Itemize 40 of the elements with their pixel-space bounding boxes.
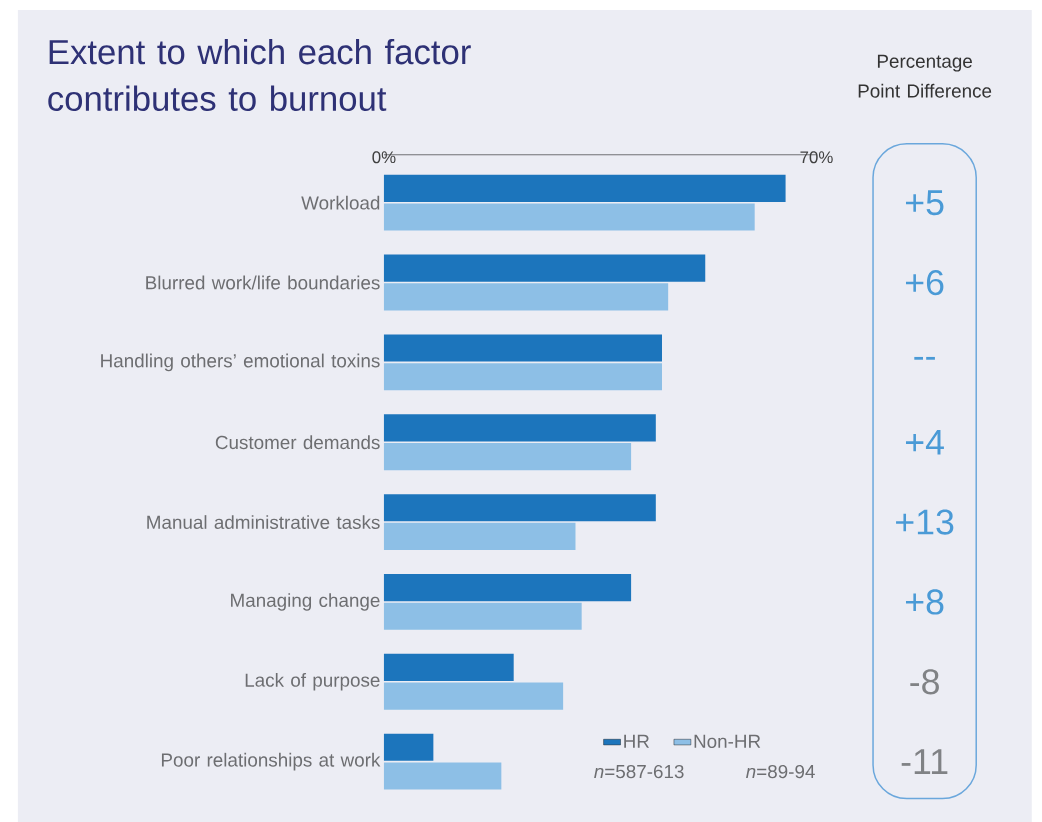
annotation: n=587-613 <box>594 764 684 779</box>
bar <box>383 573 632 601</box>
bar <box>383 682 564 710</box>
y-tick-label: Customer demands <box>215 435 380 449</box>
text: -- <box>914 356 935 360</box>
x-tick-label: 0% <box>372 151 396 163</box>
text: -8 <box>910 668 939 695</box>
text: +13 <box>896 509 954 535</box>
y-tick-label: Poor relationships at work <box>161 752 381 771</box>
bar <box>383 362 662 391</box>
annotation: n=89-94 <box>746 764 815 779</box>
bar <box>383 414 656 442</box>
bar <box>383 254 706 282</box>
bar <box>383 653 514 681</box>
bar <box>383 493 656 522</box>
text: Percentage Point Difference <box>858 54 992 98</box>
bar <box>383 762 502 790</box>
legend-label: HR <box>624 734 650 748</box>
bar <box>383 442 632 470</box>
bar <box>383 602 582 630</box>
text: -11 <box>901 749 948 774</box>
bar <box>383 174 786 202</box>
legend-label: Non-HR <box>694 734 761 748</box>
text: +6 <box>905 269 944 295</box>
bar <box>383 522 576 550</box>
y-tick-label: Workload <box>301 195 380 210</box>
bar <box>383 334 662 362</box>
y-tick-label: Manual administrative tasks <box>147 514 380 529</box>
bar <box>383 733 434 761</box>
y-tick-label: Handling others’ emotional toxins <box>101 353 380 371</box>
text: +8 <box>905 589 944 615</box>
text: +4 <box>905 429 944 455</box>
text: +5 <box>905 190 944 215</box>
chart-title: Extent to which each factor contributes to burnout <box>48 38 471 111</box>
y-tick-label: Managing change <box>231 592 380 611</box>
bar <box>383 283 669 311</box>
x-tick-label: 70% <box>800 151 833 163</box>
y-tick-label: Lack of purpose <box>245 672 380 691</box>
bar <box>383 203 755 231</box>
y-tick-label: Blurred work/life boundaries <box>146 275 380 290</box>
